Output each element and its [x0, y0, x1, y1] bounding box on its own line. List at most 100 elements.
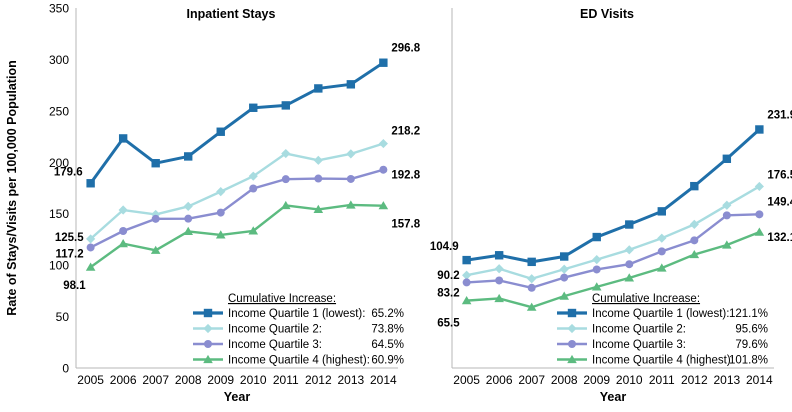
y-tick-label: 250 [49, 104, 69, 118]
series-marker-q2 [248, 171, 258, 181]
series-marker-q2 [754, 181, 764, 192]
series-line-q3 [89, 168, 385, 249]
series-marker-q1 [379, 58, 388, 67]
legend-header: Cumulative Increase: [228, 293, 336, 305]
end-value-label-q3: 149.4 [767, 196, 792, 208]
series-marker-q1 [184, 152, 193, 161]
series-marker-q2 [689, 219, 699, 230]
legend-label-q1: Income Quartile 1 (lowest): [592, 308, 729, 320]
series-marker-q2 [657, 233, 667, 243]
legend-swatch-marker-q2 [567, 323, 577, 334]
series-marker-q4 [526, 302, 537, 311]
series-marker-q4 [591, 282, 602, 291]
panel-title: ED Visits [580, 7, 634, 21]
legend-value-q1: 121.1% [729, 308, 768, 320]
x-tick-label: 2014 [746, 373, 773, 387]
series-marker-q2 [462, 270, 472, 280]
series-marker-q2 [378, 138, 388, 149]
series-line-q4 [89, 203, 385, 269]
y-tick-label: 50 [56, 310, 70, 324]
legend-value-q2: 95.6% [735, 324, 768, 336]
series-marker-q4 [85, 262, 96, 271]
x-tick-label: 2011 [273, 373, 299, 387]
series-marker-q3 [346, 174, 355, 183]
x-axis-title: Year [224, 390, 251, 404]
series-marker-q1 [118, 134, 128, 143]
end-value-label-q4: 132.1 [767, 232, 792, 244]
series-line-q2 [89, 142, 385, 241]
chart-panel-ed-visits: ED Visits 2005 2006 2007 2008 2009 2010 2011 201… [430, 7, 792, 404]
y-tick-label: 300 [49, 53, 69, 67]
legend-header: Cumulative Increase: [592, 293, 700, 305]
start-value-label-q1: 179.6 [54, 166, 83, 178]
x-tick-label: 2005 [453, 373, 480, 387]
start-value-label-q2: 125.5 [55, 232, 84, 244]
series-marker-q2 [183, 201, 193, 212]
x-tick-label: 2014 [370, 373, 397, 387]
series-line-q1 [89, 61, 385, 185]
series-marker-q1 [494, 251, 504, 260]
legend: Cumulative Increase: Income Quartile 1 (l… [193, 293, 404, 367]
series-marker-q4 [346, 200, 356, 209]
series-marker-q4 [656, 263, 667, 272]
legend-label-q3: Income Quartile 3: [592, 339, 686, 351]
start-value-label-q4: 98.1 [63, 280, 86, 292]
series-marker-q1 [151, 159, 160, 168]
legend-label-q4: Income Quartile 4 (highest): [592, 355, 734, 367]
series-marker-q3 [657, 247, 666, 256]
start-value-label-q3: 83.2 [437, 287, 459, 299]
x-tick-label: 2013 [713, 373, 740, 387]
x-tick-label: 2010 [616, 373, 643, 387]
x-tick-label: 2007 [518, 373, 545, 387]
series-marker-q1 [560, 252, 569, 261]
legend-swatch-marker-q1 [567, 308, 577, 318]
series-marker-q3 [755, 210, 764, 219]
legend-value-q2: 73.8% [371, 324, 404, 336]
series-marker-q2 [346, 149, 356, 159]
x-tick-label: 2009 [207, 373, 234, 387]
series-marker-q3 [722, 211, 731, 220]
y-tick-label: 150 [49, 207, 69, 221]
series-marker-q4 [559, 291, 570, 300]
series-marker-q1 [281, 101, 290, 110]
end-value-label-q2: 218.2 [391, 126, 420, 138]
start-value-label-q1: 104.9 [430, 241, 459, 253]
series-marker-q2 [592, 254, 602, 265]
y-tick-label: 100 [49, 259, 69, 273]
series-line-q1 [465, 127, 761, 264]
x-tick-label: 2006 [110, 373, 137, 387]
series-marker-q3 [314, 174, 323, 183]
series-marker-q4 [722, 240, 732, 249]
y-tick-label: 350 [49, 2, 69, 16]
y-axis-title: Rate of Stays/Visits per 100,000 Populat… [5, 60, 19, 315]
series-marker-q3 [86, 243, 95, 252]
legend-value-q3: 64.5% [371, 339, 404, 351]
series-marker-q4 [118, 239, 128, 248]
series-marker-q2 [281, 148, 291, 159]
x-tick-label: 2013 [337, 373, 364, 387]
series-marker-q1 [625, 220, 634, 229]
series-marker-q3 [249, 184, 258, 193]
end-value-label-q1: 231.9 [767, 109, 792, 121]
legend-value-q3: 79.6% [735, 339, 768, 351]
series-line-q4 [465, 230, 761, 309]
x-tick-label: 2010 [240, 373, 267, 387]
start-value-label-q3: 117.2 [55, 248, 83, 260]
end-value-label-q1: 296.8 [391, 43, 420, 55]
series-marker-q1 [690, 181, 699, 191]
legend-label-q2: Income Quartile 2: [592, 324, 686, 336]
x-axis-title: Year [600, 390, 627, 404]
series-marker-q4 [624, 273, 635, 282]
series-marker-q4 [150, 245, 161, 254]
series-marker-q1 [527, 257, 536, 267]
series-marker-q3 [281, 175, 290, 184]
series-marker-q3 [527, 283, 536, 292]
series-marker-q1 [755, 125, 764, 134]
series-marker-q1 [722, 154, 732, 163]
series-marker-q3 [184, 214, 193, 223]
series-marker-q1 [462, 255, 471, 265]
series-marker-q2 [559, 264, 569, 274]
series-line-q2 [465, 185, 761, 280]
legend-swatch-marker-q3 [204, 340, 212, 348]
